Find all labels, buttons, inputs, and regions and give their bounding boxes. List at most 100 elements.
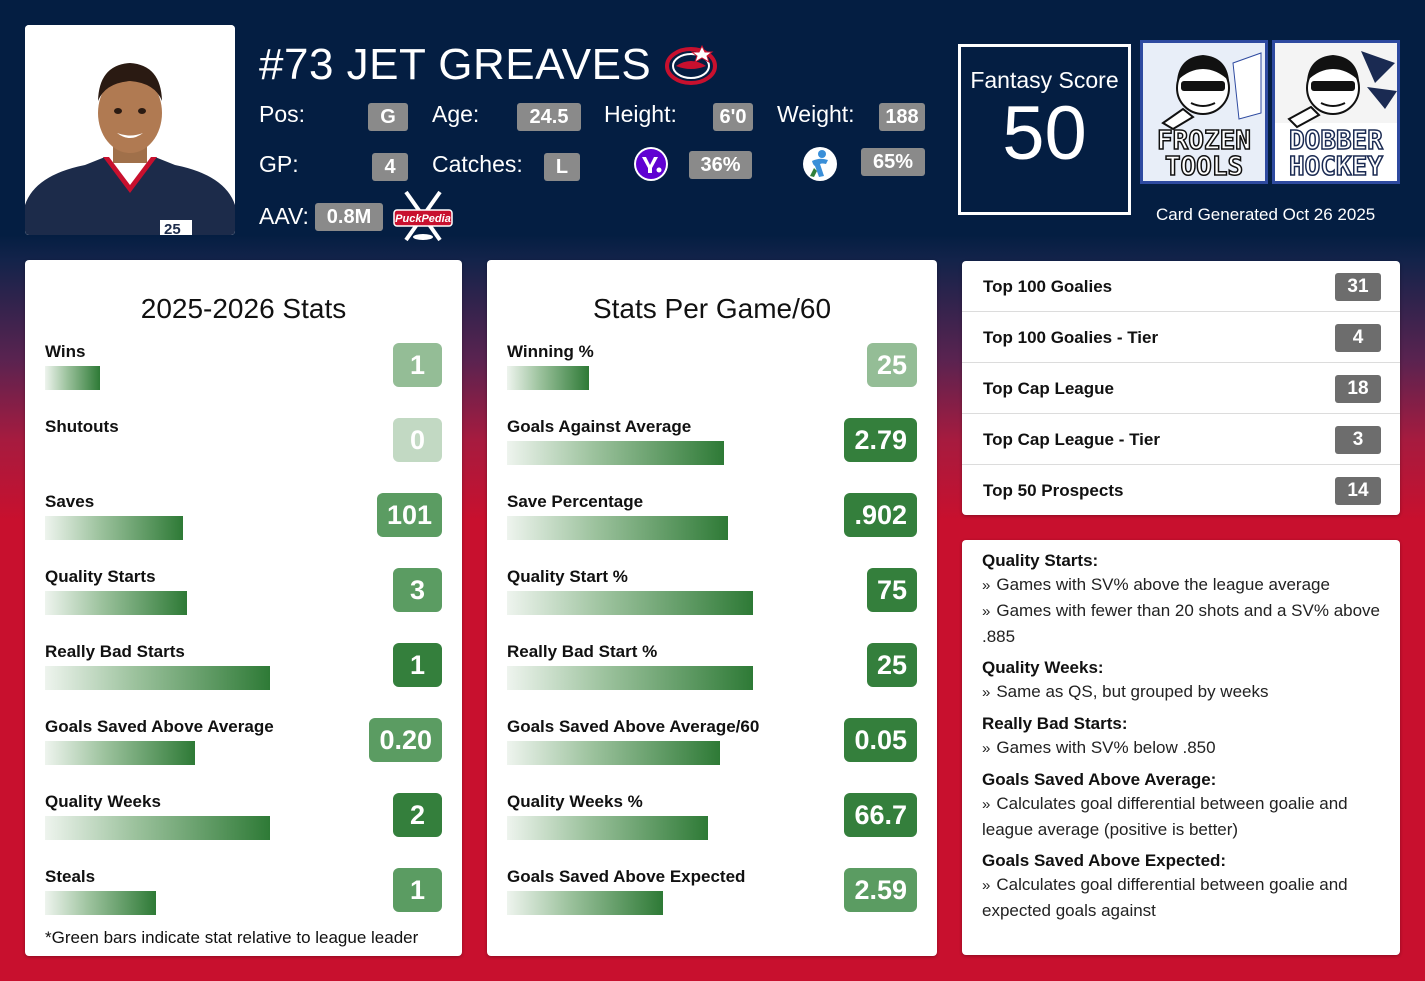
pos-value: G — [368, 103, 408, 131]
fantasy-score-value: 50 — [1002, 91, 1087, 176]
per-game-stat-row: Quality Start % 75 — [507, 567, 917, 642]
per-game-stat-value: 75 — [866, 568, 917, 612]
ranking-row: Top Cap League - Tier 3 — [962, 414, 1400, 465]
height-value: 6'0 — [713, 103, 753, 131]
per-game-stat-row: Really Bad Start % 25 — [507, 642, 917, 717]
frozen-tools-logo[interactable]: FROZEN TOOLS — [1140, 40, 1268, 184]
season-stat-row: Quality Weeks 2 — [45, 792, 442, 867]
puckpedia-logo-icon[interactable]: PuckPedia — [388, 188, 458, 246]
season-stat-bar — [45, 666, 270, 690]
per-game-stat-bar — [507, 891, 663, 915]
svg-text:TOOLS: TOOLS — [1165, 152, 1243, 181]
ranking-value: 4 — [1335, 324, 1381, 352]
season-stat-label: Quality Weeks — [45, 792, 161, 811]
per-game-stats-title: Stats Per Game/60 — [592, 293, 832, 324]
green-bars-note: *Green bars indicate stat relative to le… — [45, 928, 419, 947]
definition-block: Goals Saved Above Average: Calculates goa… — [982, 769, 1380, 842]
ranking-value: 18 — [1335, 375, 1381, 403]
season-stat-bar — [45, 891, 156, 915]
per-game-stat-row: Quality Weeks % 66.7 — [507, 792, 917, 867]
season-stat-value: 1 — [393, 343, 442, 387]
definition-heading: Quality Starts: — [982, 551, 1099, 570]
season-stat-row: Goals Saved Above Average 0.20 — [45, 717, 442, 792]
dobber-hockey-logo[interactable]: DOBBER HOCKEY — [1272, 40, 1400, 184]
definition-line: Calculates goal differential between goa… — [982, 872, 1380, 923]
per-game-stat-label: Really Bad Start % — [507, 642, 658, 661]
season-stat-value: 0.20 — [369, 718, 442, 762]
espn-pct: 65% — [861, 148, 925, 176]
definition-line: Calculates goal differential between goa… — [982, 791, 1380, 842]
player-photo: 25 — [25, 25, 235, 235]
definition-heading: Goals Saved Above Expected: — [982, 851, 1227, 870]
catches-label: Catches: — [432, 151, 523, 177]
fantasy-score-box: Fantasy Score 50 — [958, 44, 1131, 215]
gp-label: GP: — [259, 151, 299, 177]
yahoo-icon — [633, 146, 669, 182]
season-stat-row: Quality Starts 3 — [45, 567, 442, 642]
season-stat-row: Steals 1 — [45, 867, 442, 942]
season-stat-row: Really Bad Starts 1 — [45, 642, 442, 717]
per-game-stat-row: Goals Saved Above Average/60 0.05 — [507, 717, 917, 792]
season-stat-bar — [45, 591, 187, 615]
per-game-stat-value: 25 — [866, 343, 917, 387]
per-game-stat-bar — [507, 591, 753, 615]
rankings-panel: Top 100 Goalies 31 Top 100 Goalies - Tier 4… — [962, 261, 1400, 515]
season-stat-bar — [45, 516, 183, 540]
season-stat-value: 2 — [393, 793, 442, 837]
definition-block: Really Bad Starts: Games with SV% below .… — [982, 713, 1380, 761]
svg-text:25: 25 — [164, 221, 181, 235]
ranking-label: Top Cap League — [983, 379, 1114, 398]
per-game-stat-bar — [507, 441, 724, 465]
per-game-stat-label: Goals Saved Above Expected — [507, 867, 746, 886]
definitions-panel: Quality Starts: Games with SV% above the … — [962, 540, 1400, 955]
ranking-label: Top 100 Goalies — [983, 277, 1113, 296]
per-game-stat-row: Winning % 25 — [507, 342, 917, 417]
fantasy-score-label: Fantasy Score — [970, 67, 1119, 93]
aav-value: 0.8M — [315, 203, 383, 231]
ranking-row: Top Cap League 18 — [962, 363, 1400, 414]
season-stat-label: Steals — [45, 867, 96, 886]
ranking-value: 31 — [1335, 273, 1381, 301]
season-stat-row: Saves 101 — [45, 492, 442, 567]
card-generated-date: Card Generated Oct 26 2025 — [1156, 205, 1376, 224]
per-game-stat-label: Goals Against Average — [507, 417, 692, 436]
season-stat-label: Really Bad Starts — [45, 642, 185, 661]
season-stat-label: Shutouts — [45, 417, 119, 436]
per-game-stat-bar — [507, 666, 753, 690]
ranking-label: Top 50 Prospects — [983, 481, 1124, 500]
per-game-stat-value: 0.05 — [844, 718, 917, 762]
definition-heading: Goals Saved Above Average: — [982, 770, 1217, 789]
ranking-row: Top 100 Goalies - Tier 4 — [962, 312, 1400, 363]
season-stat-label: Goals Saved Above Average — [45, 717, 274, 736]
definition-block: Quality Weeks: Same as QS, but grouped by… — [982, 657, 1380, 705]
definition-heading: Quality Weeks: — [982, 658, 1104, 677]
age-label: Age: — [432, 101, 480, 127]
per-game-stat-row: Goals Against Average 2.79 — [507, 417, 917, 492]
pos-label: Pos: — [259, 101, 306, 127]
season-stat-bar — [45, 366, 100, 390]
svg-text:DOBBER: DOBBER — [1289, 126, 1383, 156]
per-game-stat-bar — [507, 741, 720, 765]
ranking-label: Top 100 Goalies - Tier — [983, 328, 1159, 347]
definition-line: Games with SV% below .850 — [982, 735, 1380, 761]
definition-line: Games with SV% above the league average — [982, 572, 1380, 598]
per-game-stats-panel: Stats Per Game/60 Winning % 25 Goals Again… — [487, 260, 937, 956]
weight-value: 188 — [879, 103, 925, 131]
svg-text:HOCKEY: HOCKEY — [1289, 152, 1383, 181]
definition-line: Games with fewer than 20 shots and a SV%… — [982, 598, 1380, 649]
ranking-value: 14 — [1335, 477, 1381, 505]
season-stat-label: Wins — [45, 342, 86, 361]
catches-value: L — [544, 153, 580, 181]
per-game-stat-label: Winning % — [507, 342, 594, 361]
season-stats-title: 2025-2026 Stats — [140, 293, 347, 324]
definition-line: Same as QS, but grouped by weeks — [982, 679, 1380, 705]
gp-value: 4 — [372, 153, 408, 181]
per-game-stat-label: Goals Saved Above Average/60 — [507, 717, 760, 736]
per-game-stat-value: 2.59 — [844, 868, 917, 912]
definition-heading: Really Bad Starts: — [982, 714, 1128, 733]
per-game-stat-bar — [507, 516, 728, 540]
yahoo-pct: 36% — [689, 151, 752, 179]
blue-jackets-logo-icon — [662, 42, 720, 88]
ranking-row: Top 100 Goalies 31 — [962, 261, 1400, 312]
ranking-value: 3 — [1335, 426, 1381, 454]
